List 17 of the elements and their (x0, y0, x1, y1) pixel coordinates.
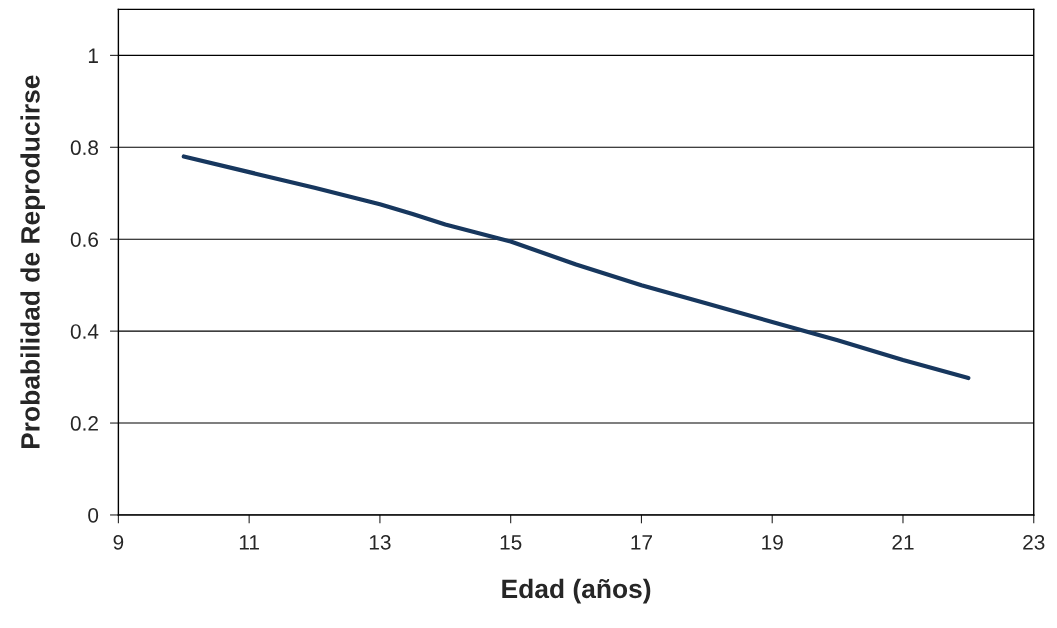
x-tick-label: 15 (500, 535, 522, 550)
line-series (181, 154, 971, 381)
y-tick-label: 0.6 (70, 232, 99, 247)
x-tick-label: 17 (631, 535, 652, 550)
x-tick-label: 21 (892, 534, 914, 550)
x-axis-title: Edad (años) (502, 578, 651, 604)
y-tick-label: 0 (88, 507, 99, 523)
y-tick-label: 1 (88, 48, 98, 63)
x-tick-label: 11 (239, 535, 259, 550)
x-tick-label: 13 (369, 534, 391, 550)
x-tick-label: 19 (762, 534, 783, 550)
y-tick-label: 0.8 (70, 140, 99, 156)
y-tick-label: 0.2 (70, 416, 98, 431)
y-tick-label: 0.4 (70, 324, 99, 339)
x-tick-label: 9 (113, 534, 124, 550)
y-axis-title: Probabilidad de Reproducirse (20, 75, 45, 449)
x-tick-label: 23 (1023, 534, 1045, 550)
